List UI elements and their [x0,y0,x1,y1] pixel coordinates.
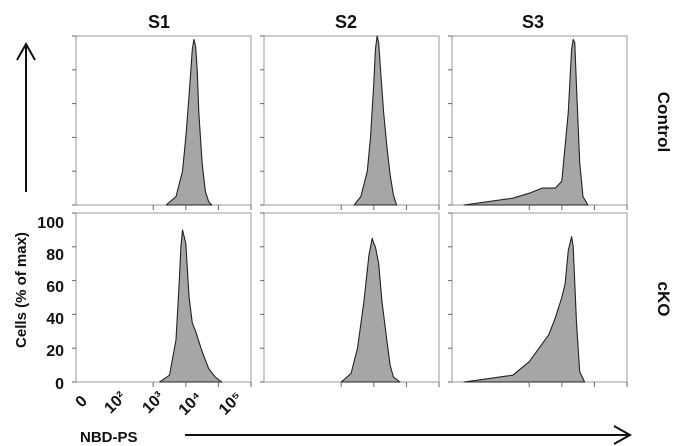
x-arrow [185,425,633,445]
panel-control-s2 [260,35,440,210]
column-title-s1: S1 [148,12,170,32]
y-axis-title: Cells (% of max) [13,232,30,348]
panel-frame [263,35,440,206]
histogram-series [340,237,401,383]
histogram-series [353,35,398,206]
column-title-s3: S3 [522,12,544,32]
y-tick-label: 0 [55,376,64,393]
histogram-series [165,38,213,206]
x-tick-label: 10² [101,389,129,417]
x-tick-label: 10⁴ [176,389,206,419]
panel-control-s1 [72,35,252,210]
row-label-cko: cKO [654,282,673,317]
y-tick-label: 20 [46,343,64,360]
histogram-series [463,38,589,206]
y-tick-label: 60 [46,279,64,296]
x-tick-label: 10³ [139,389,167,417]
y-axis-tick-labels: 0 20 40 60 80 100 [37,215,64,393]
panel-control-s3 [448,35,628,210]
y-tick-label: 80 [46,247,64,264]
histogram-series [159,229,223,383]
panel-frame [75,212,252,383]
x-tick-label: 0 [73,393,91,411]
panel-cko-s2 [260,212,440,387]
x-axis-tick-labels: 0 10² 10³ 10⁴ 10⁵ [73,389,246,419]
x-tick-label: 10⁵ [216,389,246,419]
x-axis-title: NBD-PS [80,429,138,446]
panel-cko-s3 [448,212,628,387]
row-label-control: Control [654,92,673,152]
y-tick-label: 100 [37,215,64,232]
panel-cko-s1 [72,212,252,387]
panel-frame [263,212,440,383]
panel-frame [451,35,628,206]
y-arrow [16,41,36,192]
histogram-series [463,236,586,383]
panel-frame [75,35,252,206]
column-title-s2: S2 [335,12,357,32]
panels-layer [72,35,628,387]
y-tick-label: 40 [46,311,64,328]
